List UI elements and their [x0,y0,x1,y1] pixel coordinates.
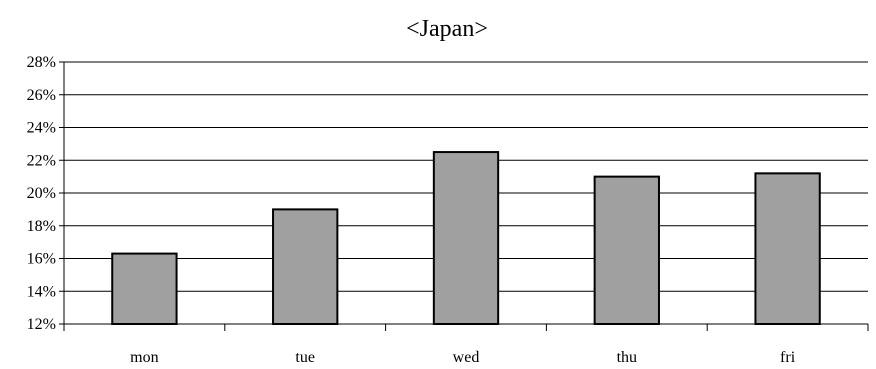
x-category-label: thu [617,349,637,366]
axes [59,61,869,331]
y-tick-label: 26% [27,87,56,104]
y-tick-label: 12% [27,316,56,333]
y-tick-label: 24% [27,120,56,137]
y-tick-label: 20% [27,185,56,202]
x-tick-labels: mon tue wed thu fri [130,349,796,366]
bar-mon [111,252,178,325]
bar-thu [593,175,660,325]
x-category-label: wed [453,349,480,366]
x-category-label: mon [130,349,158,366]
y-tick-labels: 12% 14% 16% 18% 20% 22% 24% 26% 28% [27,54,56,333]
bar-fri [754,172,821,325]
bars [111,151,821,325]
x-category-label: fri [780,349,796,366]
bar-wed [432,151,500,325]
bar-tue [272,208,339,325]
y-tick-label: 22% [27,152,56,169]
y-tick-label: 18% [27,218,56,235]
y-tick-label: 14% [27,283,56,300]
y-tick-label: 28% [27,54,56,71]
chart-title: <Japan> [406,16,488,42]
y-tick-label: 16% [27,251,56,268]
x-category-label: tue [295,349,315,366]
